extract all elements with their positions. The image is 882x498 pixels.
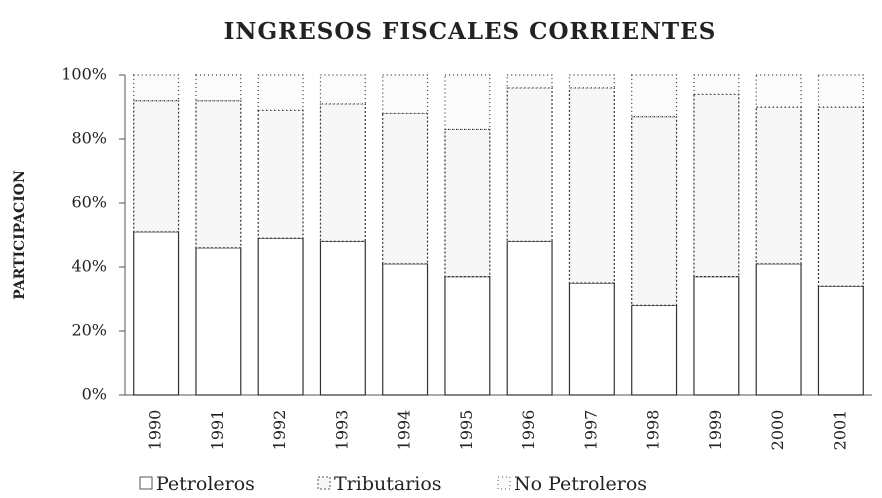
legend-swatch xyxy=(139,476,153,490)
bar-segment xyxy=(444,276,491,396)
bar-segment xyxy=(817,106,864,287)
x-tick-label: 1990 xyxy=(146,410,165,451)
bar-segment xyxy=(133,99,180,233)
bar-segment xyxy=(693,74,740,95)
bar-segment xyxy=(319,240,366,396)
legend-label: Petroleros xyxy=(156,473,255,495)
x-tick-label: 2001 xyxy=(830,410,849,451)
bar-segment xyxy=(817,74,864,108)
bar-segment xyxy=(133,231,180,396)
bar-segment xyxy=(631,115,678,307)
bar-segment xyxy=(444,128,491,278)
y-tick-label: 40% xyxy=(71,257,107,276)
bar-segment xyxy=(382,74,429,115)
bar-segment xyxy=(133,74,180,102)
bar-segment xyxy=(319,103,366,243)
legend-label: Tributarios xyxy=(334,473,442,495)
y-axis-title: PARTICIPACION xyxy=(12,170,28,300)
x-tick-label: 1993 xyxy=(332,410,351,451)
bar-segment xyxy=(382,112,429,265)
bar-segment xyxy=(506,87,553,243)
y-tick-label: 60% xyxy=(71,193,107,212)
bar-segment xyxy=(568,87,615,284)
legend-swatch xyxy=(317,476,331,490)
x-tick-label: 1995 xyxy=(457,410,476,451)
bar-segment xyxy=(755,106,802,265)
bar-segment xyxy=(257,74,304,111)
bar-segment xyxy=(506,240,553,396)
x-tick-label: 1994 xyxy=(395,410,414,451)
bar-segment xyxy=(257,237,304,396)
bar-segment xyxy=(319,74,366,105)
bar-segment xyxy=(631,304,678,396)
x-tick-label: 2000 xyxy=(768,410,787,451)
y-tick-label: 80% xyxy=(71,129,107,148)
y-tick-label: 20% xyxy=(71,321,107,340)
bar-segment xyxy=(195,99,242,249)
x-tick-label: 1992 xyxy=(270,410,289,451)
x-tick-label: 1996 xyxy=(519,410,538,451)
y-tick-label: 0% xyxy=(82,385,107,404)
bar-segment xyxy=(755,74,802,108)
bar-segment xyxy=(631,74,678,118)
legend-swatch xyxy=(497,476,511,490)
bar-segment xyxy=(506,74,553,89)
x-tick-label: 1999 xyxy=(706,410,725,451)
bar-segment xyxy=(755,263,802,396)
bar-segment xyxy=(257,109,304,239)
y-tick-label: 100% xyxy=(61,65,107,84)
bar-segment xyxy=(382,263,429,396)
bar-segment xyxy=(568,74,615,89)
x-tick-label: 1991 xyxy=(208,410,227,451)
legend-label: No Petroleros xyxy=(514,473,647,495)
x-tick-label: 1998 xyxy=(644,410,663,451)
bar-segment xyxy=(195,74,242,102)
bar-segment xyxy=(444,74,491,131)
bar-segment xyxy=(817,285,864,396)
bar-segment xyxy=(693,93,740,278)
bar-segment xyxy=(568,282,615,396)
chart-title: INGRESOS FISCALES CORRIENTES xyxy=(224,18,717,45)
bar-segment xyxy=(693,276,740,396)
x-tick-label: 1997 xyxy=(581,410,600,451)
bar-segment xyxy=(195,247,242,396)
